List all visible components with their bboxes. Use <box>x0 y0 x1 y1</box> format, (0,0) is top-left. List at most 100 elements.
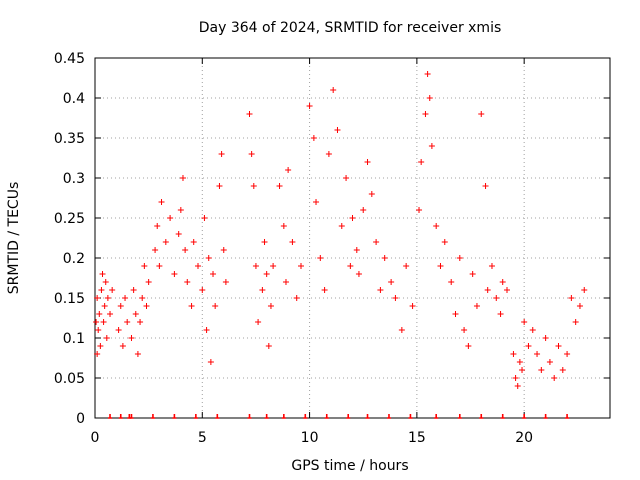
data-point <box>373 239 380 245</box>
data-point <box>519 367 526 373</box>
data-points <box>93 71 588 389</box>
data-point <box>572 319 579 325</box>
data-point <box>182 247 189 253</box>
data-point <box>95 327 102 333</box>
data-point <box>267 303 274 309</box>
gap-marker <box>365 414 370 419</box>
data-point <box>321 287 328 293</box>
data-point <box>250 183 257 189</box>
data-point <box>473 303 480 309</box>
data-point <box>433 223 440 229</box>
data-point <box>263 271 270 277</box>
data-point <box>167 215 174 221</box>
data-point <box>330 87 337 93</box>
data-point <box>199 287 206 293</box>
data-point <box>298 263 304 269</box>
data-point <box>353 247 360 253</box>
data-point <box>205 255 212 261</box>
gap-marker <box>118 414 123 419</box>
data-point <box>559 367 566 373</box>
data-point <box>280 223 287 229</box>
data-point <box>152 247 159 253</box>
data-point <box>117 303 124 309</box>
data-point <box>461 327 468 333</box>
data-point <box>360 207 367 213</box>
plot-frame <box>94 57 611 419</box>
data-point <box>96 311 103 317</box>
data-point <box>343 175 350 181</box>
data-point <box>313 199 320 205</box>
data-point <box>201 215 208 221</box>
data-point <box>398 327 405 333</box>
data-point <box>364 159 371 165</box>
data-point <box>392 295 399 301</box>
y-tick-label: 0.3 <box>63 171 85 187</box>
data-point <box>99 271 106 277</box>
gap-marker <box>215 414 220 419</box>
x-tick-label: 10 <box>301 430 319 446</box>
gap-marker <box>303 414 308 419</box>
data-point <box>246 111 253 117</box>
data-point <box>175 231 182 237</box>
data-point <box>555 343 562 349</box>
y-tick-label: 0 <box>76 411 85 427</box>
data-point <box>188 303 195 309</box>
data-point <box>317 255 324 261</box>
data-point <box>368 191 375 197</box>
data-point <box>101 303 108 309</box>
data-point <box>143 303 150 309</box>
data-point <box>124 319 131 325</box>
data-point <box>218 151 225 157</box>
data-point <box>424 71 431 77</box>
data-point <box>581 287 588 293</box>
data-point <box>145 279 152 285</box>
gap-marker <box>264 414 269 419</box>
data-point <box>529 327 536 333</box>
data-point <box>355 271 362 277</box>
data-point <box>97 343 104 349</box>
data-point <box>171 271 178 277</box>
data-point <box>403 263 410 269</box>
data-point <box>422 111 429 117</box>
data-point <box>109 287 116 293</box>
data-point <box>252 263 259 269</box>
data-point <box>349 215 356 221</box>
data-point <box>452 311 459 317</box>
data-point <box>255 319 262 325</box>
data-point <box>282 279 289 285</box>
data-point <box>437 263 444 269</box>
y-tick-label: 0.05 <box>54 371 85 387</box>
gap-marker <box>457 414 462 419</box>
gap-marker <box>346 414 351 419</box>
data-point <box>179 175 186 181</box>
data-point <box>276 183 283 189</box>
gap-marker <box>434 414 439 419</box>
gap-marker <box>324 414 329 419</box>
data-point <box>325 151 332 157</box>
gap-marker <box>386 414 391 419</box>
data-point <box>128 335 135 341</box>
data-point <box>546 359 553 365</box>
gap-marker <box>247 414 252 419</box>
data-point <box>104 295 111 301</box>
data-point <box>525 343 532 349</box>
data-point <box>177 207 184 213</box>
data-point <box>499 279 506 285</box>
data-point <box>137 319 144 325</box>
data-point <box>293 295 300 301</box>
x-tick-label: 20 <box>515 430 533 446</box>
y-tick-label: 0.35 <box>54 131 85 147</box>
data-point <box>190 239 197 245</box>
data-point <box>216 183 223 189</box>
x-axis-label: GPS time / hours <box>291 458 408 474</box>
data-point <box>456 255 463 261</box>
data-point <box>484 287 491 293</box>
data-point <box>220 247 227 253</box>
data-point <box>482 183 489 189</box>
gap-marker <box>565 414 570 419</box>
data-point <box>132 311 139 317</box>
data-point <box>162 239 169 245</box>
data-point <box>504 287 510 293</box>
x-tick-label: 15 <box>408 430 426 446</box>
gap-marker <box>500 414 505 419</box>
